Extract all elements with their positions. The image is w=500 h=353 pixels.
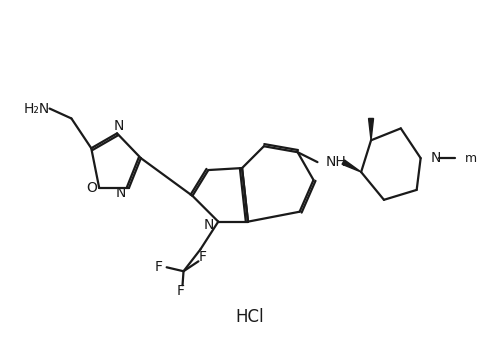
Text: N: N bbox=[203, 217, 213, 232]
Text: N: N bbox=[116, 186, 126, 200]
Text: O: O bbox=[86, 181, 97, 195]
Text: F: F bbox=[198, 250, 206, 264]
Polygon shape bbox=[342, 160, 361, 172]
Text: F: F bbox=[154, 260, 162, 274]
Text: HCl: HCl bbox=[236, 308, 264, 326]
Text: H₂N: H₂N bbox=[24, 102, 50, 115]
Text: NH: NH bbox=[326, 155, 346, 169]
Polygon shape bbox=[368, 119, 374, 140]
Text: N: N bbox=[430, 151, 441, 165]
Text: N: N bbox=[114, 119, 124, 133]
Text: m: m bbox=[466, 152, 477, 164]
Text: F: F bbox=[176, 284, 184, 298]
